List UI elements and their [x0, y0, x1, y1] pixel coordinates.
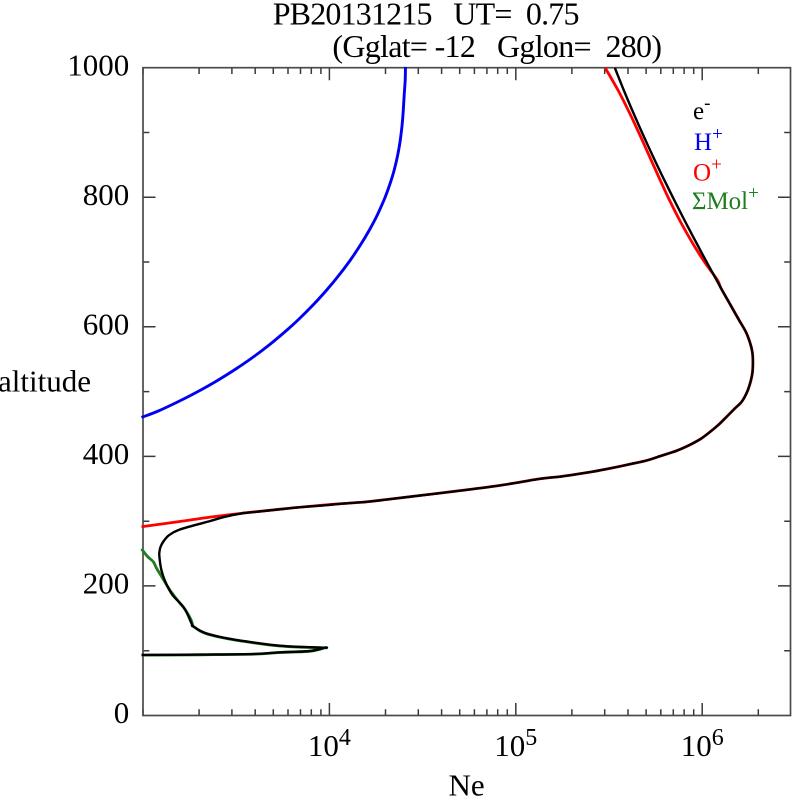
- svg-text:105: 105: [494, 725, 537, 763]
- svg-text:800: 800: [83, 177, 130, 212]
- svg-text:200: 200: [83, 566, 130, 601]
- svg-text:altitude: altitude: [0, 363, 91, 398]
- svg-text:104: 104: [308, 725, 351, 763]
- svg-text:H+: H+: [694, 124, 723, 156]
- svg-text:(Gglat= -12 Gglon= 280): (Gglat= -12 Gglon= 280): [332, 28, 662, 64]
- svg-text:e-: e-: [693, 93, 710, 125]
- svg-text:0: 0: [114, 695, 130, 730]
- svg-text:400: 400: [83, 436, 130, 471]
- svg-text:Ne: Ne: [449, 768, 485, 796]
- svg-text:O+: O+: [693, 155, 722, 187]
- svg-text:106: 106: [681, 725, 724, 763]
- svg-text:600: 600: [83, 306, 130, 341]
- svg-text:PB20131215 UT= 0.75: PB20131215 UT= 0.75: [273, 0, 580, 32]
- svg-text:1000: 1000: [67, 47, 129, 82]
- svg-text:ΣMol+: ΣMol+: [692, 183, 759, 215]
